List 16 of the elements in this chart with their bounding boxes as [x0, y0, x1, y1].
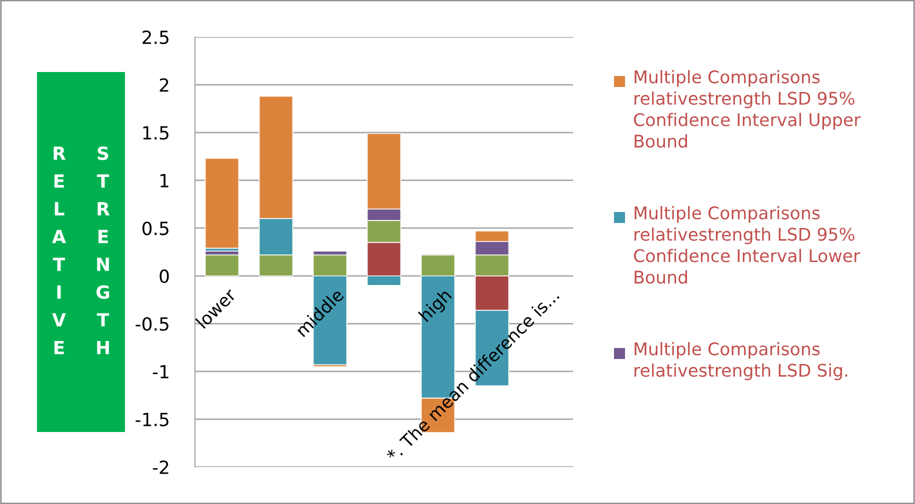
y-tick-label: 0.5	[142, 222, 168, 236]
text: RELATIVE STRENGTH	[52, 146, 110, 354]
bar	[204, 254, 240, 276]
y-tick-label: -1	[152, 365, 168, 378]
y-tick-label: 2.5	[142, 30, 168, 44]
legend-label: Multiple Comparisons relativestrength LSD Sig.	[634, 342, 848, 380]
y-tick-label: 0	[160, 269, 169, 284]
legend-label: Multiple Comparisons relativestrength LSD 95% Confidence Interval Lower Bound	[634, 206, 860, 284]
y-tick-label: -0.5	[136, 317, 168, 331]
y-tick-label: -2	[152, 460, 168, 474]
bar	[204, 158, 240, 249]
y-tick-label: 1	[160, 174, 168, 188]
y-tick-label: 1.5	[143, 126, 168, 140]
y-tick-label: 2	[160, 78, 168, 92]
legend-label: Multiple Comparisons relativestrength LSD 95% Confidence Interval Upper Bound	[634, 70, 861, 148]
y-tick-label: -1.5	[136, 412, 168, 426]
